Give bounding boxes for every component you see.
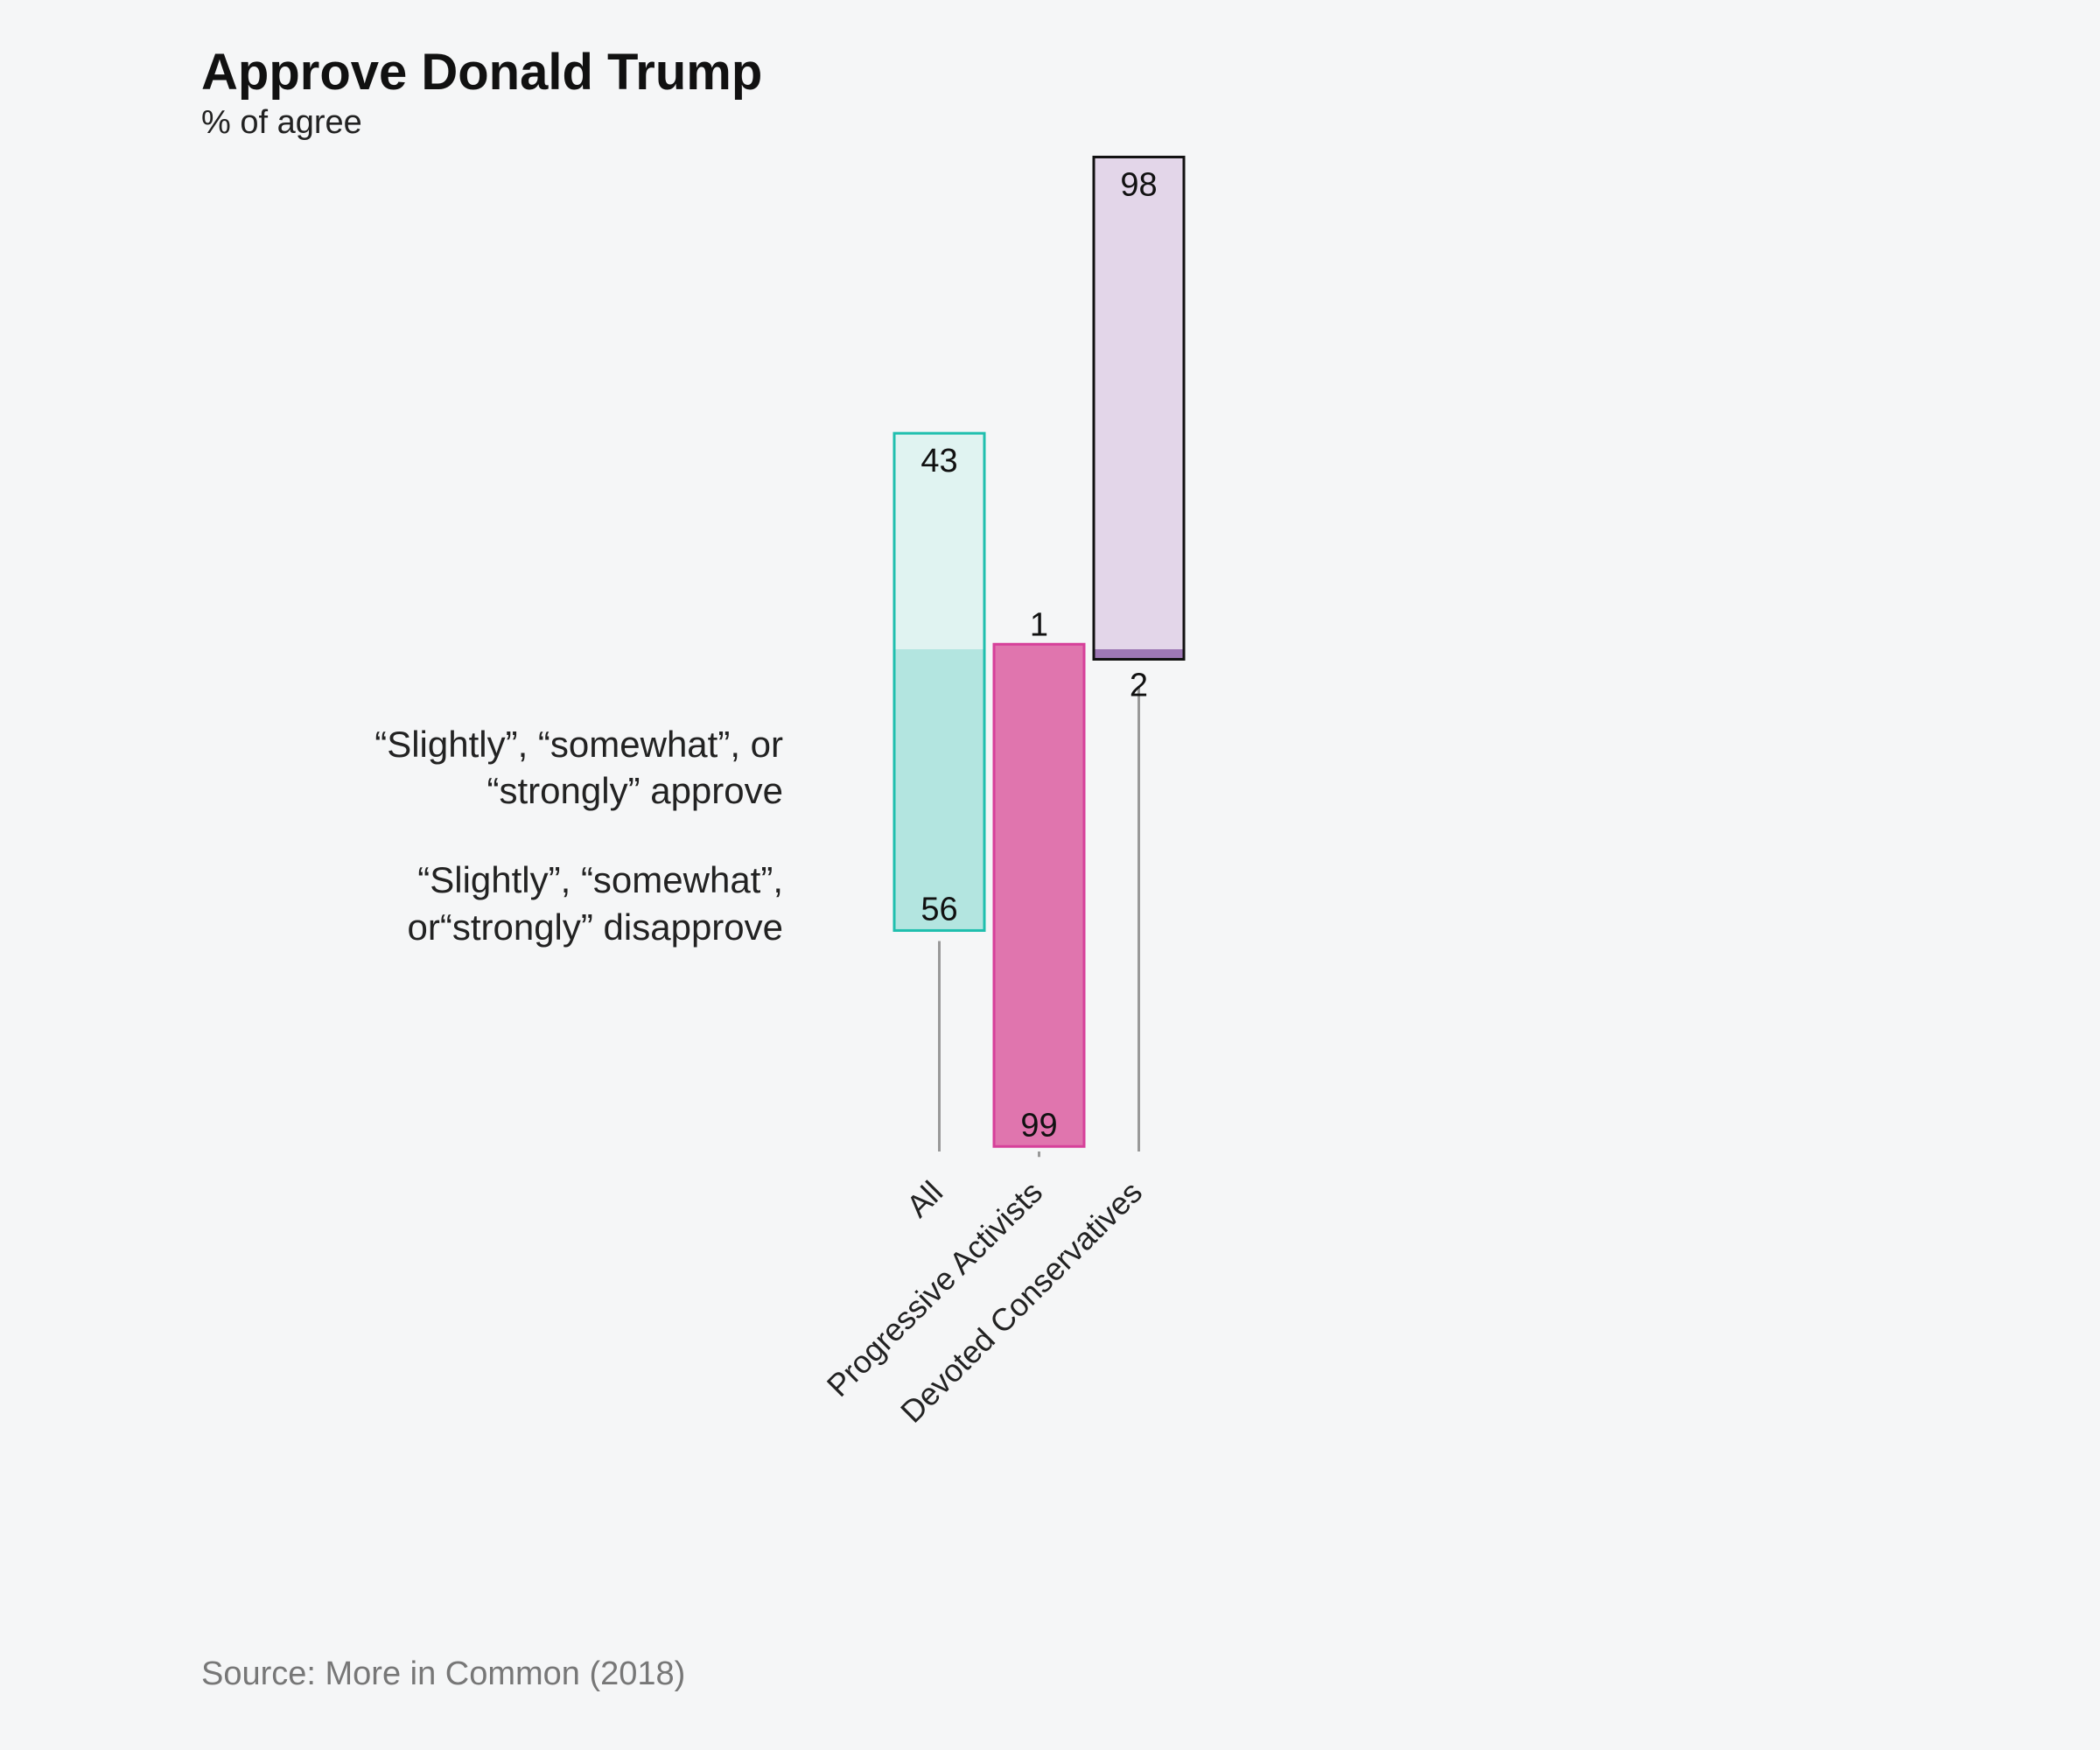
value-approve-progressive-activists: 1 [1030, 606, 1048, 643]
value-disapprove-devoted-conservatives: 2 [1130, 667, 1148, 704]
chart-subtitle: % of agree [201, 104, 362, 141]
bar-outline-progressive-activists [992, 642, 1086, 1148]
bar-outline-all [892, 431, 986, 932]
bar-approve-devoted-conservatives [1094, 157, 1184, 650]
chart-title: Approve Donald Trump [201, 44, 762, 101]
bar-approve-all [894, 433, 984, 649]
source-note: Source: More in Common (2018) [201, 1656, 685, 1692]
value-disapprove-progressive-activists: 99 [1020, 1107, 1057, 1144]
legend-disapprove-line-1: “Slightly”, “somewhat”, [417, 859, 783, 900]
legend-disapprove-line-2: or“strongly” disapprove [407, 906, 783, 948]
bar-disapprove-devoted-conservatives [1094, 649, 1184, 660]
legend: “Slightly”, “somewhat”, or “strongly” ap… [374, 724, 783, 948]
value-approve-devoted-conservatives: 98 [1120, 166, 1157, 203]
bar-outline-devoted-conservatives [1092, 155, 1186, 661]
legend-approve-line-1: “Slightly”, “somewhat”, or [374, 724, 783, 765]
legend-approve-line-2: “strongly” approve [487, 770, 783, 811]
bar-disapprove-progressive-activists [994, 649, 1084, 1147]
category-label-all: All [900, 1174, 949, 1224]
bar-disapprove-all [894, 649, 984, 931]
value-approve-all: 43 [920, 443, 957, 480]
bar-approve-progressive-activists [994, 644, 1084, 649]
value-disapprove-all: 56 [920, 891, 957, 928]
